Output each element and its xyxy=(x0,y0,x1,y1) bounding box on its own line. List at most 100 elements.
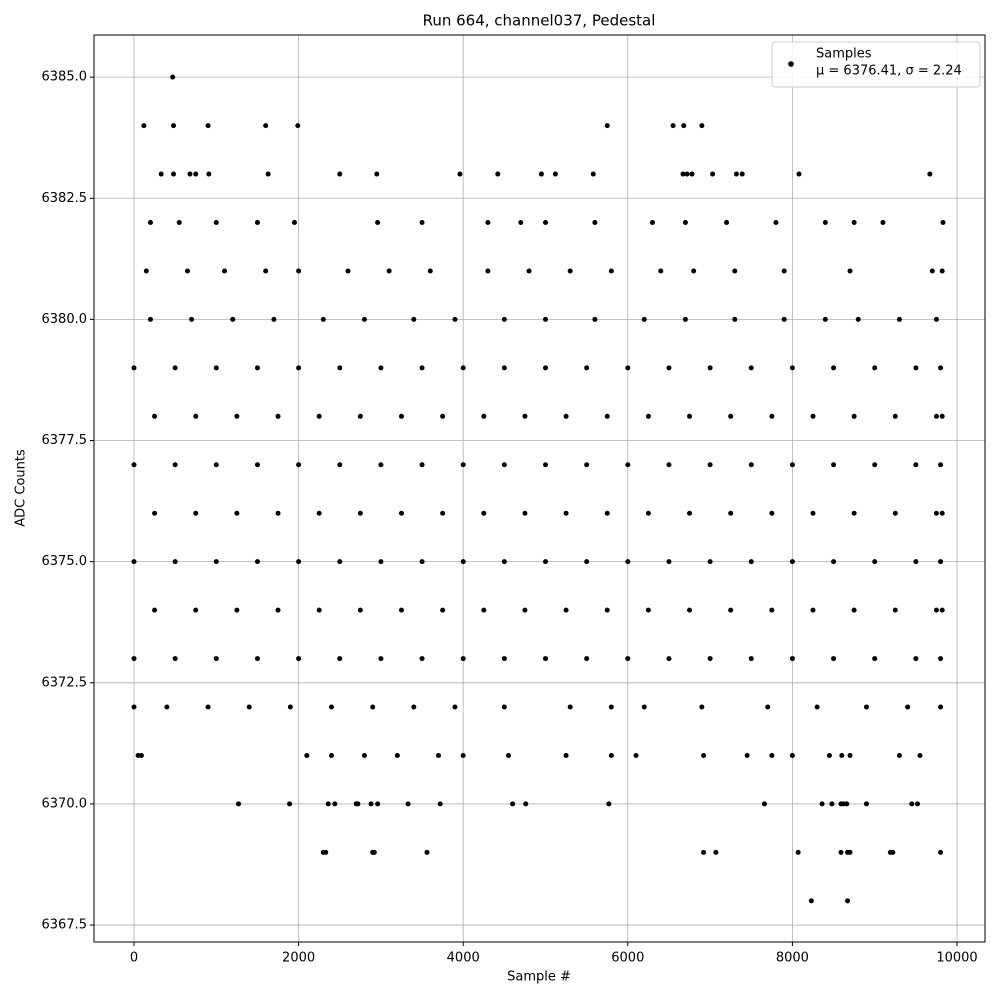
point xyxy=(543,365,549,371)
point xyxy=(567,268,573,274)
point xyxy=(748,365,754,371)
point xyxy=(275,413,281,419)
point xyxy=(254,220,260,226)
point xyxy=(645,413,651,419)
point xyxy=(213,220,219,226)
point xyxy=(682,316,688,322)
point xyxy=(701,752,707,758)
point xyxy=(419,220,425,226)
point xyxy=(213,559,219,565)
point xyxy=(938,365,944,371)
point xyxy=(424,849,430,855)
point xyxy=(287,801,293,807)
point xyxy=(193,413,199,419)
y-tick-label: 6367.5 xyxy=(42,918,88,933)
legend: Samples μ = 6376.41, σ = 2.24 xyxy=(771,41,981,88)
point xyxy=(831,656,837,662)
point xyxy=(650,220,656,226)
point xyxy=(234,510,240,516)
point xyxy=(892,510,898,516)
point xyxy=(332,801,338,807)
point xyxy=(419,365,425,371)
grid xyxy=(94,35,985,942)
point xyxy=(666,462,672,468)
point xyxy=(773,220,779,226)
point xyxy=(810,510,816,516)
point xyxy=(687,510,693,516)
point xyxy=(296,365,302,371)
point xyxy=(567,704,573,710)
point xyxy=(337,171,343,177)
point xyxy=(592,316,598,322)
point xyxy=(851,413,857,419)
point xyxy=(152,510,158,516)
point xyxy=(625,462,631,468)
point xyxy=(437,801,443,807)
plot-frame xyxy=(93,34,986,943)
point xyxy=(170,74,176,80)
point xyxy=(892,607,898,613)
point xyxy=(933,607,939,613)
point xyxy=(172,365,178,371)
point xyxy=(419,656,425,662)
point xyxy=(938,704,944,710)
point xyxy=(411,316,417,322)
point xyxy=(481,607,487,613)
point xyxy=(189,316,195,322)
y-tick-label: 6377.5 xyxy=(42,433,88,448)
point xyxy=(938,656,944,662)
point xyxy=(295,123,301,129)
point xyxy=(845,898,851,904)
point xyxy=(131,704,137,710)
point xyxy=(707,365,713,371)
point xyxy=(707,559,713,565)
point xyxy=(440,413,446,419)
point xyxy=(481,510,487,516)
point xyxy=(501,559,507,565)
legend-marker xyxy=(788,61,794,67)
point xyxy=(666,365,672,371)
point xyxy=(254,559,260,565)
point xyxy=(625,656,631,662)
point xyxy=(176,220,182,226)
point xyxy=(357,510,363,516)
point xyxy=(684,171,690,177)
point xyxy=(398,510,404,516)
x-tick-label: 10000 xyxy=(936,951,977,966)
point xyxy=(563,510,569,516)
point xyxy=(460,656,466,662)
point xyxy=(606,801,612,807)
point xyxy=(810,413,816,419)
point xyxy=(370,704,376,710)
point xyxy=(872,365,878,371)
point xyxy=(316,607,322,613)
point xyxy=(246,704,252,710)
point xyxy=(357,607,363,613)
point xyxy=(147,220,153,226)
point xyxy=(316,413,322,419)
point xyxy=(633,752,639,758)
point xyxy=(826,752,832,758)
point xyxy=(398,607,404,613)
point xyxy=(563,752,569,758)
point xyxy=(939,268,945,274)
y-tick-label: 6370.0 xyxy=(42,796,88,811)
point xyxy=(254,462,260,468)
point xyxy=(452,704,458,710)
point xyxy=(460,365,466,371)
point xyxy=(440,510,446,516)
point xyxy=(522,510,528,516)
point xyxy=(291,220,297,226)
y-tick-label: 6382.5 xyxy=(42,191,88,206)
point xyxy=(831,365,837,371)
x-axis-label: Sample # xyxy=(507,970,571,985)
point xyxy=(213,365,219,371)
point xyxy=(604,123,610,129)
point xyxy=(822,220,828,226)
point xyxy=(682,220,688,226)
point xyxy=(171,123,177,129)
point xyxy=(808,898,814,904)
point xyxy=(724,220,730,226)
point xyxy=(789,752,795,758)
point xyxy=(337,365,343,371)
